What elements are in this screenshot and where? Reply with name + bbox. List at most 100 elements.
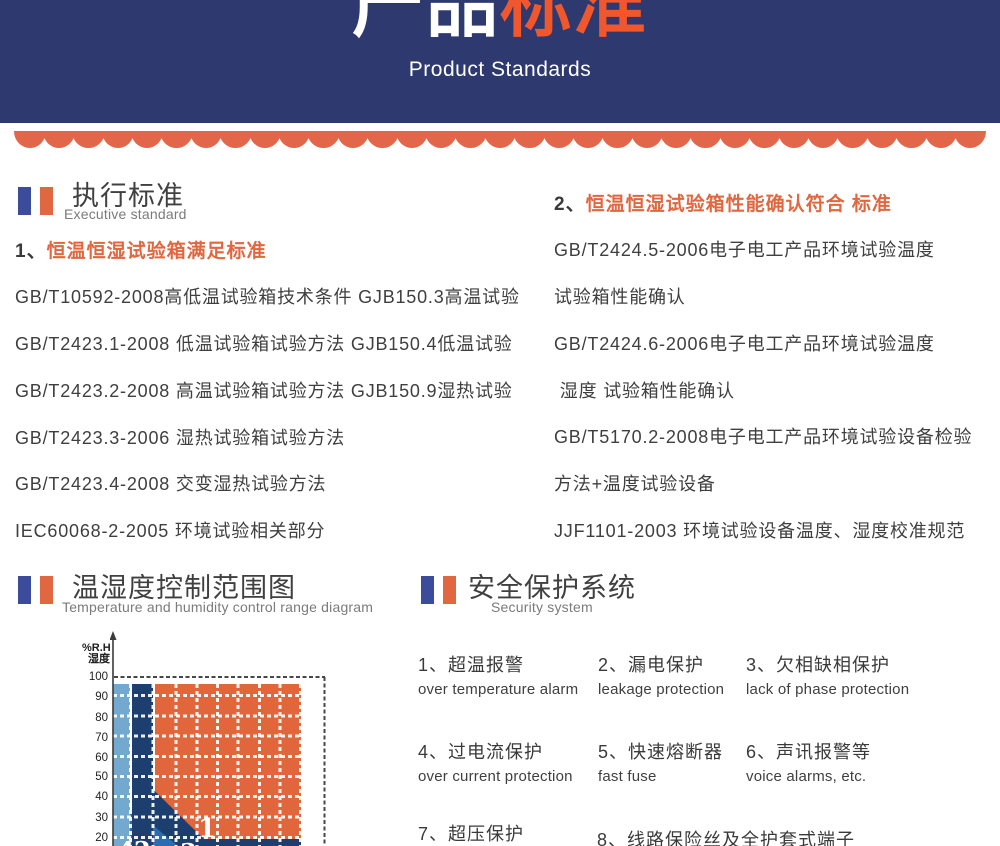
y-tick: 70	[95, 732, 108, 744]
scallop-circle	[660, 131, 693, 148]
scallop-circle	[454, 131, 487, 148]
y-tick: 50	[95, 771, 108, 783]
bottom-band	[130, 839, 301, 846]
scallop-circle	[42, 131, 76, 148]
scallop-circle	[718, 131, 752, 148]
security-item: 7、超压保护	[418, 824, 525, 844]
grid-lines	[113, 684, 302, 846]
standard-row: GB/T2423.3-2006 湿热试验箱试验方法	[15, 428, 346, 448]
standard-row: JJF1101-2003 环境试验设备温度、湿度校准规范	[554, 521, 966, 541]
security-item: 5、快速熔断器 fast fuse	[598, 742, 724, 785]
scallop-circle	[219, 131, 252, 148]
standard-row: GB/T2423.2-2008 高温试验箱试验方法 GJB150.9湿热试验	[15, 381, 513, 401]
zone-label-1: 1	[198, 814, 217, 844]
y-tick: 40	[95, 791, 108, 803]
scallop-circle	[189, 131, 223, 148]
orange-bar	[443, 576, 456, 604]
blue-bar	[18, 187, 31, 215]
scallop-circle	[807, 131, 840, 148]
standard-row: GB/T10592-2008高低温试验箱技术条件 GJB150.3高温试验	[15, 287, 520, 307]
security-title: 安全保护系统	[468, 573, 636, 603]
scallop-circle	[836, 131, 869, 148]
scallop-circle	[895, 131, 928, 148]
scallop-circle	[336, 131, 370, 148]
security-item: 4、过电流保护 over current protection	[418, 742, 573, 785]
page-header: 产品标准 Product Standards	[0, 0, 1000, 123]
axis-and-boundary	[110, 631, 326, 846]
y-tick: 100	[88, 671, 108, 683]
security-item: 3、欠相缺相保护 lack of phase protection	[746, 655, 910, 698]
security-subtitle: Security system	[491, 599, 593, 615]
item2-number: 2、	[554, 194, 586, 215]
standard-row: 方法+温度试验设备	[554, 474, 716, 494]
page-title-white: 产品	[351, 0, 500, 46]
scallop-circle	[307, 131, 340, 148]
scallop-circle	[131, 131, 164, 148]
executive-subtitle: Executive standard	[64, 206, 187, 222]
y-tick: 60	[95, 752, 108, 764]
scallop-circle	[630, 131, 664, 148]
scallop-circle	[601, 131, 634, 148]
item1-number: 1、	[15, 241, 47, 262]
security-item: 8、线路保险丝及全护套式端子	[597, 830, 856, 846]
blue-bar	[421, 576, 434, 604]
scallop-circle	[72, 131, 105, 148]
scallop-circle	[13, 131, 46, 148]
zone-label-3: 3	[180, 838, 197, 846]
scallop-circle	[278, 131, 311, 148]
scallop-circle	[483, 131, 517, 148]
scallop-circle	[395, 131, 428, 148]
item1-title: 恒温恒湿试验箱满足标准	[46, 241, 267, 262]
section-marker-icon	[18, 187, 58, 215]
scallop-circle	[101, 131, 135, 148]
scallop-circle	[513, 131, 546, 148]
section-marker-icon	[421, 576, 461, 604]
scallop-circle	[748, 131, 781, 148]
y-axis-label: %R.H	[82, 642, 111, 654]
humidity-range-chart: %R.H 湿度 100 90 80 70 60 50 40 30 20	[82, 630, 332, 846]
scallop-circle	[542, 131, 575, 148]
page-title-orange: 标准	[500, 0, 649, 46]
security-item: 1、超温报警 over temperature alarm	[418, 655, 579, 698]
scallop-divider	[13, 131, 987, 148]
scallop-circle	[248, 131, 282, 148]
scallop-circle	[424, 131, 458, 148]
scallop-circle	[777, 131, 811, 148]
standard-row: GB/T5170.2-2008电子电工产品环境试验设备检验	[554, 427, 973, 447]
standard-row: GB/T2423.1-2008 低温试验箱试验方法 GJB150.4低温试验	[15, 334, 513, 354]
executive-title: 执行标准	[72, 181, 184, 211]
y-tick: 30	[95, 812, 108, 824]
standard-row: 试验箱性能确认	[554, 287, 686, 307]
navy-column	[132, 684, 153, 846]
item2-heading: 2、恒温恒湿试验箱性能确认符合 标准	[554, 189, 892, 216]
standard-row: GB/T2424.6-2006电子电工产品环境试验温度	[554, 334, 935, 354]
security-item: 6、声讯报警等 voice alarms, etc.	[746, 742, 872, 785]
standard-row: IEC60068-2-2005 环境试验相关部分	[15, 521, 326, 541]
scallop-circle	[954, 131, 987, 148]
scallop-circle	[865, 131, 899, 148]
scallop-circle	[924, 131, 957, 148]
y-axis-label: 湿度	[88, 653, 110, 665]
y-tick: 90	[95, 691, 108, 703]
scallop-circle	[571, 131, 605, 148]
zone-label-4: 4	[118, 836, 135, 846]
item2-title: 恒温恒湿试验箱性能确认符合 标准	[585, 194, 892, 215]
section-marker-icon	[18, 576, 58, 604]
scallop-circle	[689, 131, 722, 148]
range-diagram-subtitle: Temperature and humidity control range d…	[62, 599, 374, 615]
standard-row: GB/T2423.4-2008 交变湿热试验方法	[15, 474, 327, 494]
blue-bar	[18, 576, 31, 604]
page-title: 产品标准	[0, 0, 1000, 44]
security-item: 2、漏电保护 leakage protection	[598, 655, 725, 698]
y-tick: 80	[95, 712, 108, 724]
scallop-circle	[366, 131, 399, 148]
orange-bar	[40, 187, 53, 215]
orange-bar	[40, 576, 53, 604]
zone-label-2: 2	[134, 836, 151, 846]
range-diagram-title: 温湿度控制范围图	[72, 573, 296, 603]
page-subtitle: Product Standards	[408, 58, 592, 81]
standard-row: GB/T2424.5-2006电子电工产品环境试验温度	[554, 240, 935, 260]
scallop-circle	[160, 131, 193, 148]
y-tick: 20	[95, 832, 108, 844]
